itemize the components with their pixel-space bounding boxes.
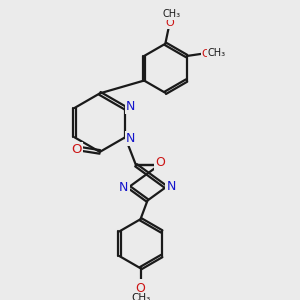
Text: CH₃: CH₃ [131, 293, 150, 300]
Text: N: N [119, 181, 129, 194]
Text: CH₃: CH₃ [162, 10, 181, 20]
Text: O: O [136, 282, 146, 295]
Text: N: N [167, 180, 176, 193]
Text: O: O [202, 49, 211, 59]
Text: O: O [155, 156, 165, 169]
Text: N: N [125, 132, 135, 145]
Text: CH₃: CH₃ [208, 48, 226, 58]
Text: O: O [72, 142, 82, 156]
Text: N: N [125, 100, 135, 113]
Text: O: O [165, 18, 174, 28]
